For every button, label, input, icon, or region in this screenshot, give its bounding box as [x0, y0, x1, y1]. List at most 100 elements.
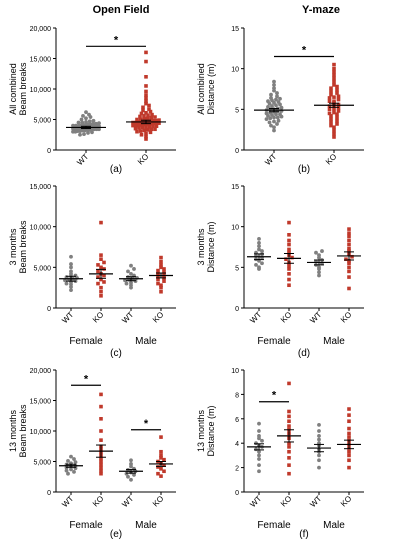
- panel-a-point-wt: [76, 123, 81, 128]
- panel-d-point-ko: [287, 267, 291, 271]
- panel-e-point-wt: [132, 466, 136, 471]
- panel-e-point-ko: [99, 392, 103, 397]
- panel-f-point-ko: [287, 445, 291, 449]
- panel-b-point-ko: [335, 88, 339, 92]
- panel-c-point-ko: [156, 268, 160, 273]
- panel-f-point-wt: [257, 469, 261, 474]
- panel-a-point-ko: [149, 115, 154, 120]
- panel-a-point-ko: [146, 116, 150, 121]
- panel-a-point-ko: [144, 75, 148, 79]
- panel-d-point-ko: [287, 220, 291, 225]
- panel-f-point-ko: [287, 381, 291, 386]
- panel-e-point-ko: [99, 438, 103, 442]
- panel-e-xtick-label: WT: [120, 494, 135, 509]
- panel-a-point-ko: [144, 96, 148, 100]
- panel-c-point-wt: [129, 280, 133, 285]
- panel-b-point-ko: [336, 94, 341, 99]
- panel-b-point-wt: [275, 94, 279, 99]
- panel-e-point-ko: [156, 471, 160, 476]
- panel-a-point-ko: [144, 93, 148, 97]
- panel-d-point-wt: [257, 265, 261, 270]
- panel-b-point-wt: [272, 86, 276, 91]
- panel-c-point-ko: [159, 285, 163, 290]
- panel-c-point-wt: [129, 263, 133, 268]
- panel-e-point-ko: [99, 429, 103, 433]
- panel-c-ytick-label: 5,000: [33, 265, 51, 272]
- panel-b-xtick-label: WT: [263, 152, 278, 167]
- panel-d-group-label: Female: [257, 336, 291, 347]
- panel-c-point-wt: [123, 278, 127, 283]
- panel-f-ylabel-line2: Distance (m): [206, 405, 216, 456]
- panel-a-point-ko: [144, 101, 148, 106]
- panel-d-point-ko: [347, 265, 351, 270]
- panel-c-point-ko: [159, 255, 163, 260]
- panel-e-point-ko: [99, 471, 103, 476]
- panel-a-point-ko: [150, 118, 155, 123]
- panel-a-point-ko: [146, 113, 150, 118]
- panel-e-xtick-label: KO: [151, 494, 166, 509]
- panel-a-point-ko: [134, 120, 139, 125]
- panel-b-point-ko: [335, 118, 339, 123]
- panel-b-point-ko: [335, 112, 339, 117]
- panel-e-point-wt: [69, 454, 73, 459]
- panel-c-point-ko: [162, 279, 166, 283]
- panel-a-point-ko: [138, 117, 143, 122]
- panel-a-point-wt: [76, 120, 81, 125]
- panel-c-point-ko: [99, 253, 103, 257]
- panel-c-point-ko: [102, 260, 106, 265]
- panel-d-ytick-label: 15: [231, 184, 239, 191]
- panel-c-ylabel-line1: 3 months: [8, 228, 18, 266]
- panel-a-point-wt: [87, 112, 91, 117]
- panel-f-ytick-label: 2: [235, 466, 239, 473]
- panel-c-ytick-label: 15,000: [30, 184, 52, 191]
- panel-a-point-ko: [148, 130, 153, 135]
- panel-e-point-ko: [159, 474, 163, 478]
- panel-a-point-ko: [144, 110, 148, 115]
- panel-a-point-ko: [131, 123, 135, 128]
- panel-f-group-label: Male: [323, 520, 345, 531]
- panel-c-point-ko: [99, 289, 103, 294]
- panel-d-group-label: Male: [323, 336, 345, 347]
- panel-c-xtick-label: KO: [91, 310, 106, 325]
- panel-f-point-ko: [287, 441, 291, 445]
- panel-b-point-ko: [332, 79, 336, 84]
- panel-f-point-wt: [257, 449, 261, 454]
- panel-a-point-ko: [147, 125, 152, 129]
- panel-a-point-wt: [91, 121, 96, 126]
- panel-b-point-wt: [264, 117, 269, 121]
- panel-b-point-ko: [332, 66, 336, 71]
- panel-a-point-ko: [144, 50, 148, 55]
- panel-d-point-wt: [314, 250, 318, 255]
- panel-b-point-ko: [327, 99, 332, 103]
- panel-b-point-wt: [272, 83, 276, 87]
- panel-b-point-wt: [272, 128, 276, 133]
- panel-b-point-ko: [332, 135, 336, 139]
- panel-e-point-ko: [159, 467, 163, 471]
- panel-d-point-ko: [347, 231, 351, 235]
- panel-b-point-ko: [332, 83, 336, 87]
- panel-d-point-ko: [347, 275, 351, 279]
- panel-a-point-ko: [146, 128, 150, 132]
- panel-a-point-ko: [157, 121, 161, 125]
- panel-b-point-wt: [275, 91, 279, 95]
- panel-d-point-wt: [257, 241, 261, 245]
- panel-f-point-ko: [287, 449, 291, 454]
- panel-e-sig-star: *: [84, 373, 89, 385]
- panel-d-point-wt: [257, 236, 261, 241]
- panel-a-xtick-label: KO: [136, 152, 151, 167]
- panel-c-point-ko: [96, 281, 100, 286]
- panel-a-point-ko: [138, 114, 142, 119]
- panel-f-point-ko: [347, 426, 351, 431]
- panel-c-point-wt: [69, 269, 73, 274]
- panel-a-point-ko: [151, 124, 155, 129]
- panel-e-point-wt: [72, 457, 76, 461]
- panel-c-point-ko: [99, 257, 103, 261]
- panel-f-point-ko: [347, 419, 351, 424]
- panel-b-point-wt: [269, 96, 273, 100]
- panel-c-xtick-label: WT: [120, 310, 135, 325]
- panel-b-point-ko: [332, 76, 336, 81]
- panel-e-point-wt: [72, 469, 76, 474]
- panel-e-letter: (e): [110, 529, 122, 540]
- panel-a-point-wt: [73, 123, 78, 128]
- panel-f-xtick-label: KO: [279, 494, 294, 509]
